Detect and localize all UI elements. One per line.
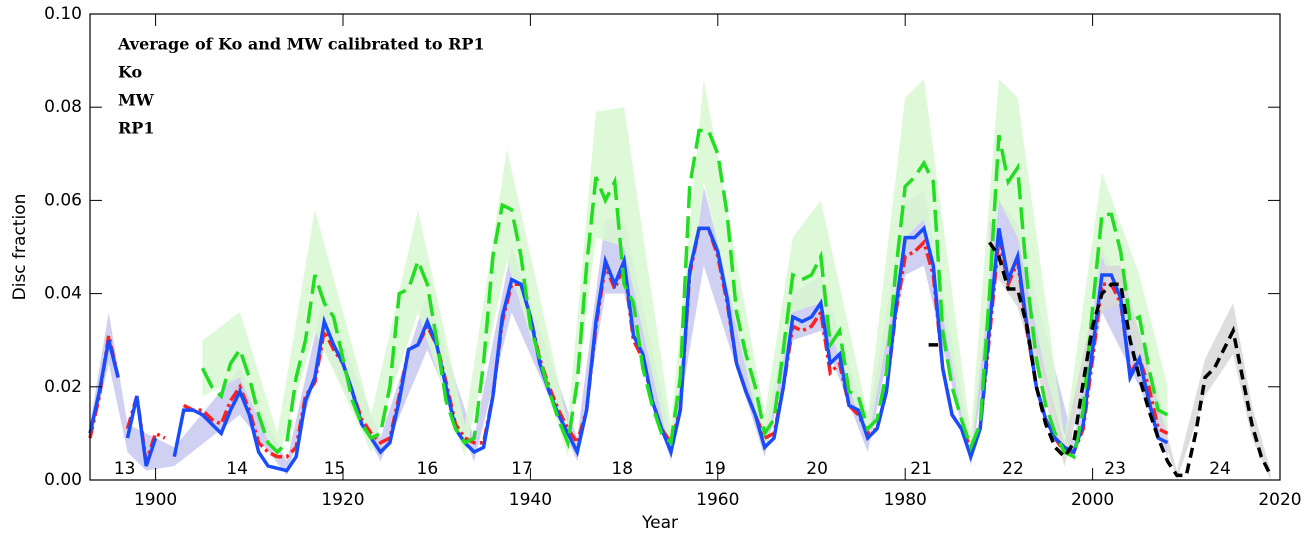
x-axis-title: Year (641, 513, 678, 533)
plot-frame (89, 13, 1281, 481)
cycle-label: 16 (417, 459, 439, 479)
series-line (928, 241, 1273, 478)
cycle-label: 24 (1209, 459, 1231, 479)
x-tick-label: 1980 (884, 490, 927, 510)
y-tick-label: 0.00 (44, 470, 82, 490)
legend-entry: MW (118, 91, 155, 110)
x-tick-label: 1920 (321, 490, 364, 510)
y-tick-label: 0.08 (44, 97, 82, 117)
cycle-label: 22 (1002, 459, 1024, 479)
cycle-label: 23 (1104, 459, 1126, 479)
y-tick-label: 0.04 (44, 284, 82, 304)
x-tick-label: 1940 (509, 490, 552, 510)
x-tick-label: 1960 (696, 490, 739, 510)
series-line (88, 224, 1169, 473)
cycle-label: 13 (114, 459, 136, 479)
y-tick-label: 0.10 (44, 4, 82, 24)
x-tick-label: 1900 (134, 490, 177, 510)
cycle-label: 21 (910, 459, 932, 479)
cycle-label: 15 (324, 459, 346, 479)
series-line (200, 128, 1169, 460)
legend-entry: RP1 (118, 119, 154, 138)
uncertainty-band (989, 219, 1271, 481)
cycle-label: 18 (611, 459, 633, 479)
cycle-label: 17 (511, 459, 533, 479)
x-tick-label: 2020 (1258, 490, 1301, 510)
cycle-label: 19 (704, 459, 726, 479)
cycle-label: 14 (226, 459, 248, 479)
y-tick-label: 0.02 (44, 377, 82, 397)
y-tick-label: 0.06 (44, 190, 82, 210)
legend-entry: Ko (118, 63, 143, 82)
cycle-label: 20 (806, 459, 828, 479)
x-tick-label: 2000 (1071, 490, 1114, 510)
y-axis-title: Disc fraction (10, 194, 30, 301)
legend-entry: Average of Ko and MW calibrated to RP1 (117, 35, 485, 54)
